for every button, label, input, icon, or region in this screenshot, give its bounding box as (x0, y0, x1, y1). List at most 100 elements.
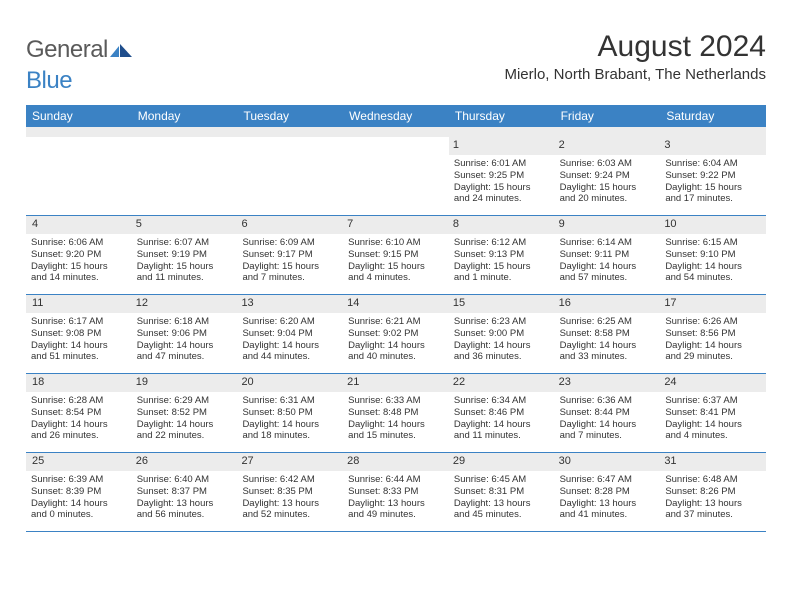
day-line-d1: Daylight: 14 hours (665, 340, 761, 352)
day-line-sr: Sunrise: 6:04 AM (665, 158, 761, 170)
day-number: 17 (660, 295, 766, 313)
day-line-ss: Sunset: 8:31 PM (454, 486, 550, 498)
day-detail: Sunrise: 6:10 AMSunset: 9:15 PMDaylight:… (348, 237, 444, 285)
day-line-d2: and 37 minutes. (665, 509, 761, 521)
day-detail: Sunrise: 6:23 AMSunset: 9:00 PMDaylight:… (454, 316, 550, 364)
day-line-sr: Sunrise: 6:10 AM (348, 237, 444, 249)
day-detail: Sunrise: 6:21 AMSunset: 9:02 PMDaylight:… (348, 316, 444, 364)
day-cell: 22 Sunrise: 6:34 AMSunset: 8:46 PMDayligh… (449, 374, 555, 452)
day-line-d2: and 52 minutes. (242, 509, 338, 521)
day-line-sr: Sunrise: 6:17 AM (31, 316, 127, 328)
day-line-d1: Daylight: 15 hours (348, 261, 444, 273)
day-cell: 16Sunrise: 6:25 AMSunset: 8:58 PMDayligh… (555, 295, 661, 373)
day-line-ss: Sunset: 8:52 PM (137, 407, 233, 419)
day-line-ss: Sunset: 9:25 PM (454, 170, 550, 182)
day-detail: Sunrise: 6:09 AMSunset: 9:17 PMDaylight:… (242, 237, 338, 285)
day-line-d1: Daylight: 14 hours (242, 340, 338, 352)
dow-sunday: Sunday (26, 105, 132, 127)
day-line-d2: and 20 minutes. (560, 193, 656, 205)
day-cell: 2Sunrise: 6:03 AMSunset: 9:24 PMDaylight… (555, 137, 661, 215)
day-detail: Sunrise: 6:25 AMSunset: 8:58 PMDaylight:… (560, 316, 656, 364)
day-line-d2: and 56 minutes. (137, 509, 233, 521)
day-number: 13 (237, 295, 343, 313)
day-line-sr: Sunrise: 6:28 AM (31, 395, 127, 407)
day-cell: 23Sunrise: 6:36 AMSunset: 8:44 PMDayligh… (555, 374, 661, 452)
day-line-d1: Daylight: 14 hours (560, 261, 656, 273)
day-line-d1: Daylight: 14 hours (137, 419, 233, 431)
day-line-sr: Sunrise: 6:40 AM (137, 474, 233, 486)
week-row: 1Sunrise: 6:01 AMSunset: 9:25 PMDaylight… (26, 137, 766, 216)
day-line-d2: and 4 minutes. (348, 272, 444, 284)
day-line-d2: and 36 minutes. (454, 351, 550, 363)
day-line-sr: Sunrise: 6:25 AM (560, 316, 656, 328)
day-line-sr: Sunrise: 6:21 AM (348, 316, 444, 328)
day-cell: 17 Sunrise: 6:26 AMSunset: 8:56 PMDayligh… (660, 295, 766, 373)
day-line-d2: and 4 minutes. (665, 430, 761, 442)
day-line-d2: and 51 minutes. (31, 351, 127, 363)
day-line-d1: Daylight: 14 hours (242, 419, 338, 431)
day-number: 12 (132, 295, 238, 313)
day-line-ss: Sunset: 9:04 PM (242, 328, 338, 340)
day-line-d1: Daylight: 15 hours (560, 182, 656, 194)
day-detail: Sunrise: 6:44 AMSunset: 8:33 PMDaylight:… (348, 474, 444, 522)
dow-saturday: Saturday (660, 105, 766, 127)
day-cell: 31Sunrise: 6:48 AMSunset: 8:26 PMDayligh… (660, 453, 766, 531)
day-cell: 29Sunrise: 6:45 AMSunset: 8:31 PMDayligh… (449, 453, 555, 531)
day-line-d2: and 11 minutes. (454, 430, 550, 442)
day-line-d1: Daylight: 14 hours (348, 340, 444, 352)
day-number: 9 (555, 216, 661, 234)
day-detail: Sunrise: 6:34 AMSunset: 8:46 PMDaylight:… (454, 395, 550, 443)
day-line-ss: Sunset: 9:22 PM (665, 170, 761, 182)
day-number: 20 (237, 374, 343, 392)
day-line-sr: Sunrise: 6:48 AM (665, 474, 761, 486)
day-number: 11 (26, 295, 132, 313)
calendar-grid: Sunday Monday Tuesday Wednesday Thursday… (26, 105, 766, 532)
day-line-d1: Daylight: 14 hours (560, 419, 656, 431)
day-number: 15 (449, 295, 555, 313)
day-detail: Sunrise: 6:26 AMSunset: 8:56 PMDaylight:… (665, 316, 761, 364)
day-cell: 11Sunrise: 6:17 AMSunset: 9:08 PMDayligh… (26, 295, 132, 373)
day-detail: Sunrise: 6:15 AMSunset: 9:10 PMDaylight:… (665, 237, 761, 285)
week-row: 18Sunrise: 6:28 AMSunset: 8:54 PMDayligh… (26, 374, 766, 453)
day-cell: 5Sunrise: 6:07 AMSunset: 9:19 PMDaylight… (132, 216, 238, 294)
day-line-ss: Sunset: 8:58 PM (560, 328, 656, 340)
day-line-ss: Sunset: 8:44 PM (560, 407, 656, 419)
day-line-d2: and 49 minutes. (348, 509, 444, 521)
day-line-ss: Sunset: 9:11 PM (560, 249, 656, 261)
weeks-container: 1Sunrise: 6:01 AMSunset: 9:25 PMDaylight… (26, 137, 766, 532)
day-detail: Sunrise: 6:36 AMSunset: 8:44 PMDaylight:… (560, 395, 656, 443)
day-line-d2: and 17 minutes. (665, 193, 761, 205)
day-line-d1: Daylight: 15 hours (242, 261, 338, 273)
day-line-sr: Sunrise: 6:45 AM (454, 474, 550, 486)
day-line-d2: and 41 minutes. (560, 509, 656, 521)
day-cell: 6Sunrise: 6:09 AMSunset: 9:17 PMDaylight… (237, 216, 343, 294)
day-line-d1: Daylight: 13 hours (454, 498, 550, 510)
day-line-d1: Daylight: 14 hours (31, 340, 127, 352)
day-line-ss: Sunset: 9:10 PM (665, 249, 761, 261)
day-number: 25 (26, 453, 132, 471)
day-line-sr: Sunrise: 6:09 AM (242, 237, 338, 249)
day-line-sr: Sunrise: 6:03 AM (560, 158, 656, 170)
day-cell: 14Sunrise: 6:21 AMSunset: 9:02 PMDayligh… (343, 295, 449, 373)
day-cell: 10Sunrise: 6:15 AMSunset: 9:10 PMDayligh… (660, 216, 766, 294)
day-line-d1: Daylight: 14 hours (31, 419, 127, 431)
day-detail: Sunrise: 6:14 AMSunset: 9:11 PMDaylight:… (560, 237, 656, 285)
day-line-ss: Sunset: 8:50 PM (242, 407, 338, 419)
day-line-d2: and 44 minutes. (242, 351, 338, 363)
day-line-ss: Sunset: 9:15 PM (348, 249, 444, 261)
day-number: 22 (449, 374, 555, 392)
day-detail: Sunrise: 6:39 AMSunset: 8:39 PMDaylight:… (31, 474, 127, 522)
day-line-sr: Sunrise: 6:26 AM (665, 316, 761, 328)
day-detail: Sunrise: 6:45 AMSunset: 8:31 PMDaylight:… (454, 474, 550, 522)
day-line-ss: Sunset: 9:06 PM (137, 328, 233, 340)
day-detail: Sunrise: 6:07 AMSunset: 9:19 PMDaylight:… (137, 237, 233, 285)
dow-thursday: Thursday (449, 105, 555, 127)
day-cell: 27Sunrise: 6:42 AMSunset: 8:35 PMDayligh… (237, 453, 343, 531)
day-cell: 1Sunrise: 6:01 AMSunset: 9:25 PMDaylight… (449, 137, 555, 215)
day-line-d1: Daylight: 14 hours (137, 340, 233, 352)
day-cell: 20Sunrise: 6:31 AMSunset: 8:50 PMDayligh… (237, 374, 343, 452)
day-line-d1: Daylight: 15 hours (665, 182, 761, 194)
dow-monday: Monday (132, 105, 238, 127)
day-line-sr: Sunrise: 6:15 AM (665, 237, 761, 249)
day-line-d1: Daylight: 15 hours (31, 261, 127, 273)
